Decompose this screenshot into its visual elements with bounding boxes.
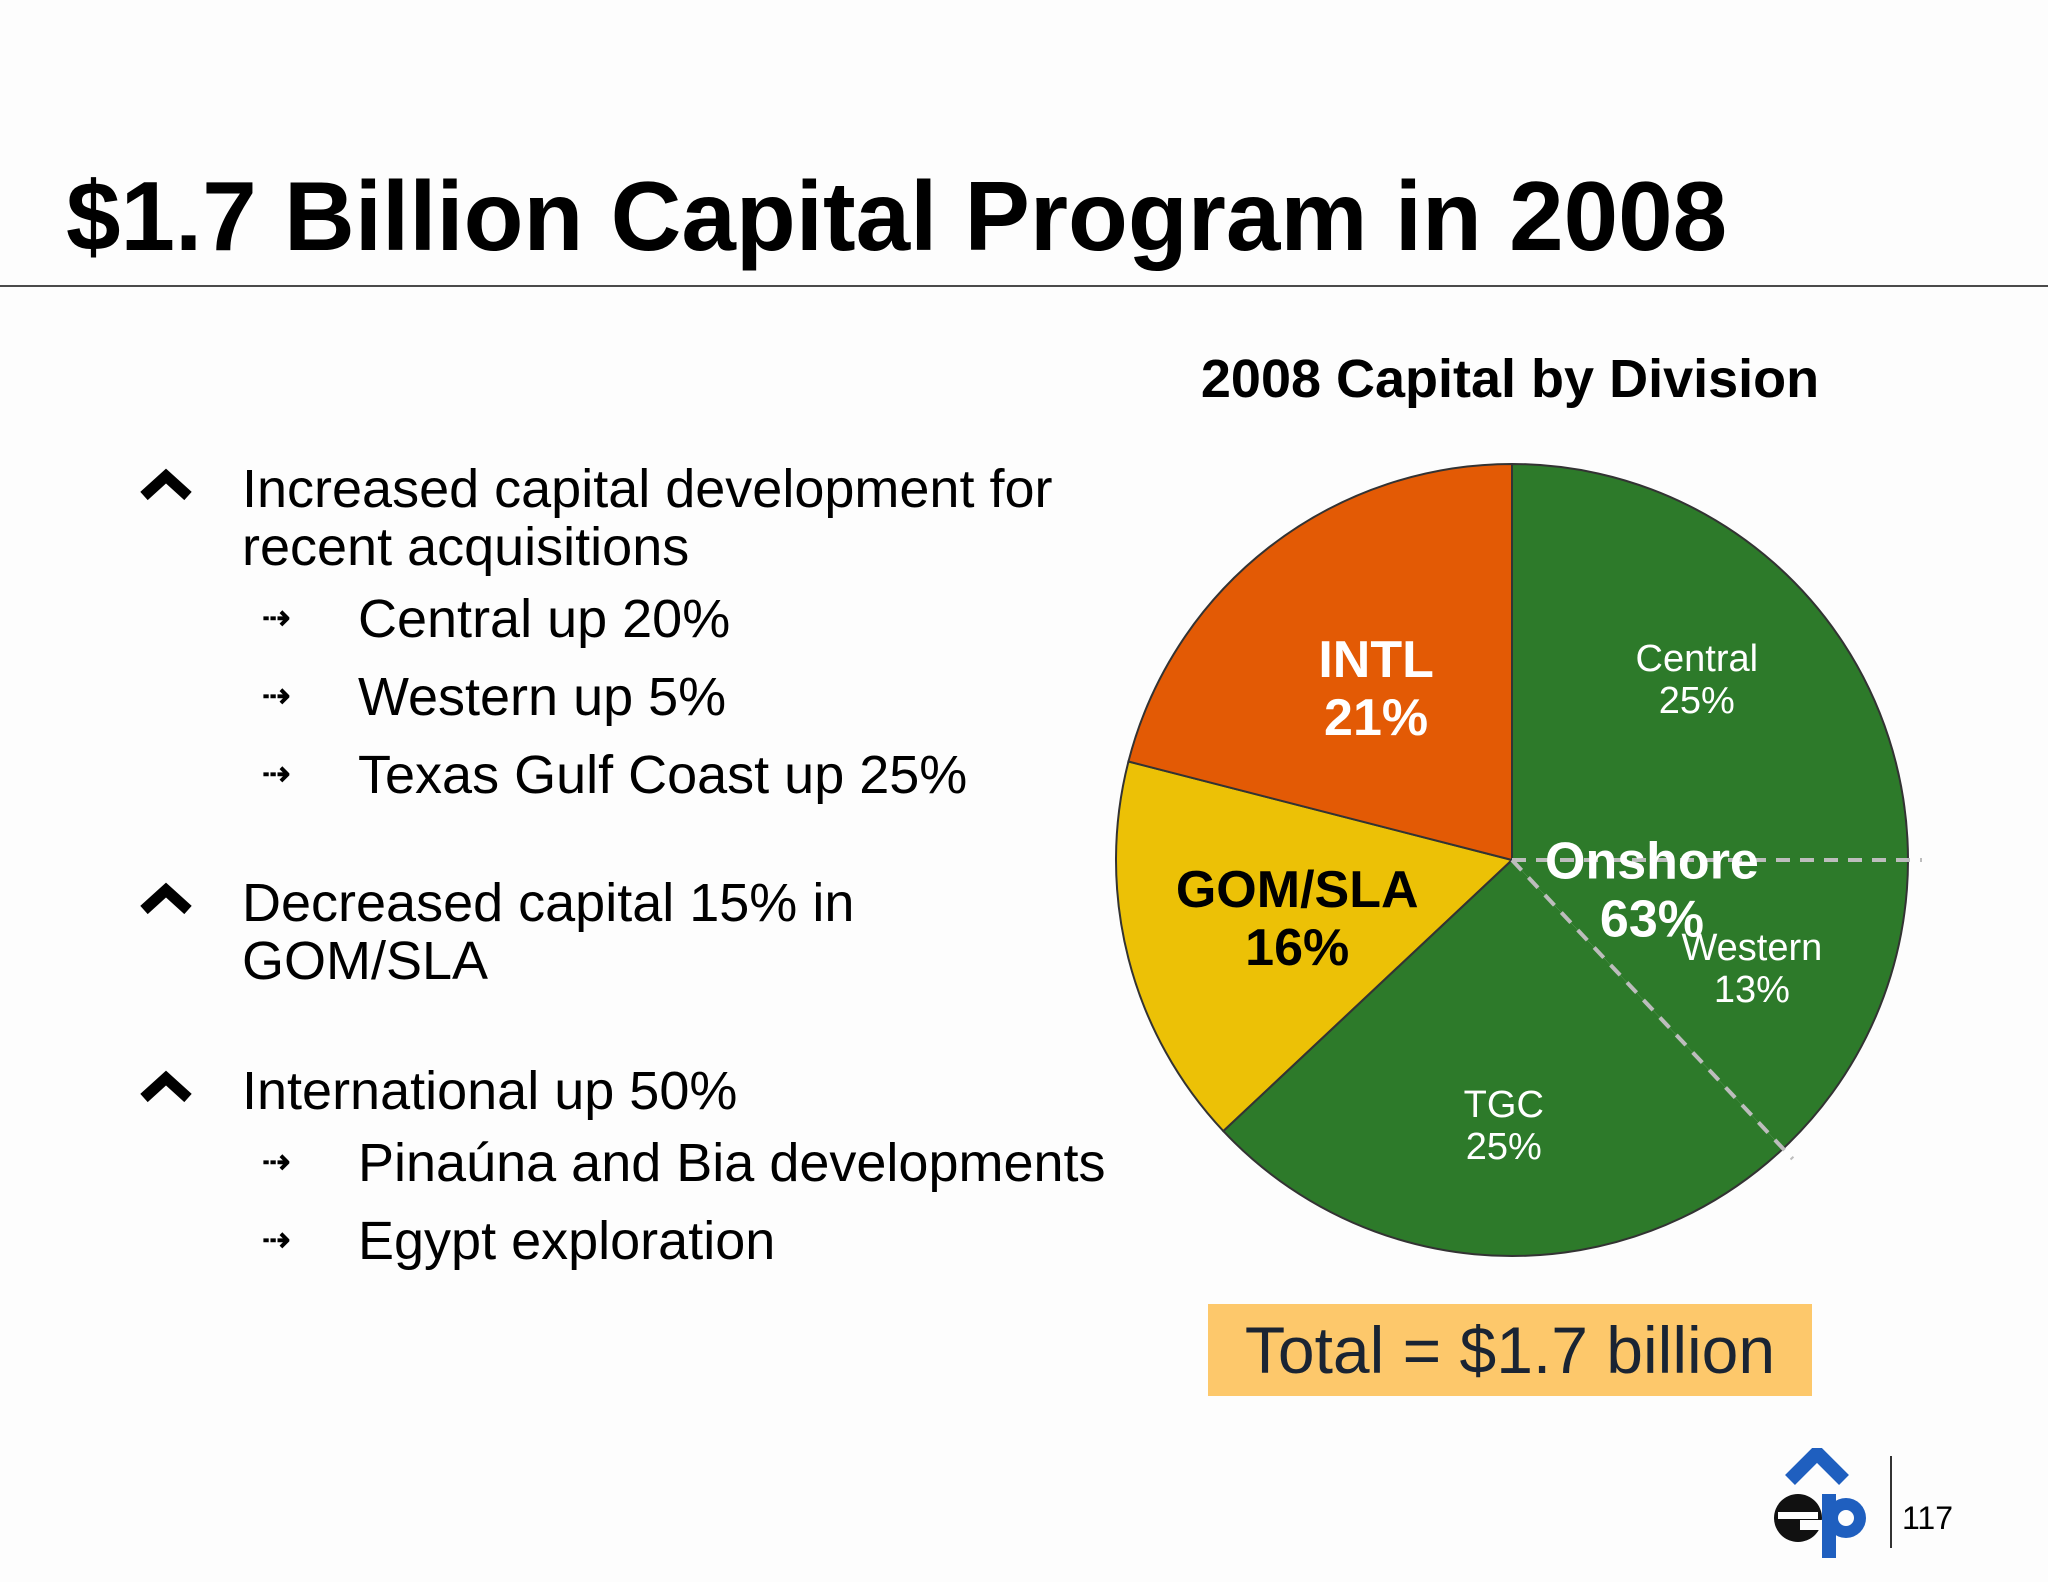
sub-bullet-item: ⇢ Pinaúna and Bia developments bbox=[242, 1124, 1180, 1202]
bullet-item: Decreased capital 15% in GOM/SLA bbox=[130, 874, 1180, 990]
bullet-list: Increased capital development for recent… bbox=[130, 460, 1180, 1280]
slice-label-central: Central bbox=[1636, 638, 1759, 680]
slide-title: $1.7 Billion Capital Program in 2008 bbox=[66, 161, 1728, 271]
slice-label-tgc: TGC bbox=[1464, 1084, 1544, 1126]
slice-value-tgc: 25% bbox=[1466, 1126, 1542, 1168]
chevron-up-icon bbox=[140, 468, 192, 501]
arrow-right-icon: ⇢ bbox=[262, 1143, 291, 1181]
pie-group-outline-onshore bbox=[1221, 462, 1909, 1257]
slice-value-western: 13% bbox=[1714, 969, 1790, 1011]
ep-logo-icon bbox=[1774, 1448, 1866, 1558]
bullet-text: Increased capital development for recent… bbox=[242, 459, 1053, 577]
sub-bullet-text: Pinaúna and Bia developments bbox=[358, 1133, 1106, 1193]
arrow-right-icon: ⇢ bbox=[262, 1221, 291, 1259]
pie-slice-gom-sla bbox=[1115, 760, 1515, 1133]
arrow-right-icon: ⇢ bbox=[262, 677, 291, 715]
title-divider bbox=[0, 285, 2048, 287]
sub-bullet-item: ⇢ Central up 20% bbox=[242, 580, 1180, 658]
sub-bullet-item: ⇢ Western up 5% bbox=[242, 658, 1180, 736]
chevron-up-icon bbox=[140, 1070, 192, 1103]
slice-value-intl: 21% bbox=[1324, 689, 1428, 747]
bullet-item: Increased capital development for recent… bbox=[130, 460, 1180, 814]
total-callout: Total = $1.7 billion bbox=[1208, 1304, 1812, 1396]
sub-bullet-text: Texas Gulf Coast up 25% bbox=[358, 745, 968, 805]
logo-divider bbox=[1890, 1456, 1892, 1548]
chevron-up-icon bbox=[140, 882, 192, 915]
chart-title: 2008 Capital by Division bbox=[1200, 349, 1820, 409]
pie-slice-tgc bbox=[1223, 860, 1784, 1257]
bullet-text: International up 50% bbox=[242, 1061, 738, 1121]
group-label-onshore: Onshore bbox=[1545, 833, 1759, 891]
slice-label-western: Western bbox=[1681, 927, 1822, 969]
slice-value-gom-sla: 16% bbox=[1245, 919, 1349, 977]
group-value-onshore: 63% bbox=[1600, 891, 1704, 949]
pie-divider-tgc bbox=[1510, 858, 1795, 1161]
page-number: 117 bbox=[1902, 1500, 1954, 1536]
sub-bullet-item: ⇢ Texas Gulf Coast up 25% bbox=[242, 736, 1180, 814]
sub-bullet-item: ⇢ Egypt exploration bbox=[242, 1202, 1180, 1280]
total-label: Total = $1.7 billion bbox=[1244, 1313, 1776, 1387]
slice-label-gom-sla: GOM/SLA bbox=[1176, 861, 1419, 919]
sub-bullet-text: Egypt exploration bbox=[358, 1211, 776, 1271]
bullet-item: International up 50% ⇢ Pinaúna and Bia d… bbox=[130, 1062, 1180, 1280]
arrow-right-icon: ⇢ bbox=[262, 599, 291, 637]
sub-bullet-text: Central up 20% bbox=[358, 589, 731, 649]
slice-value-central: 25% bbox=[1659, 680, 1735, 722]
pie-slice-central bbox=[1512, 464, 1908, 860]
pie-slice-intl bbox=[1127, 462, 1513, 862]
bullet-text: Decreased capital 15% in GOM/SLA bbox=[242, 873, 855, 991]
sub-bullet-text: Western up 5% bbox=[358, 667, 727, 727]
arrow-right-icon: ⇢ bbox=[262, 755, 291, 793]
slice-label-intl: INTL bbox=[1318, 631, 1434, 689]
pie-slice-western bbox=[1512, 860, 1908, 1149]
